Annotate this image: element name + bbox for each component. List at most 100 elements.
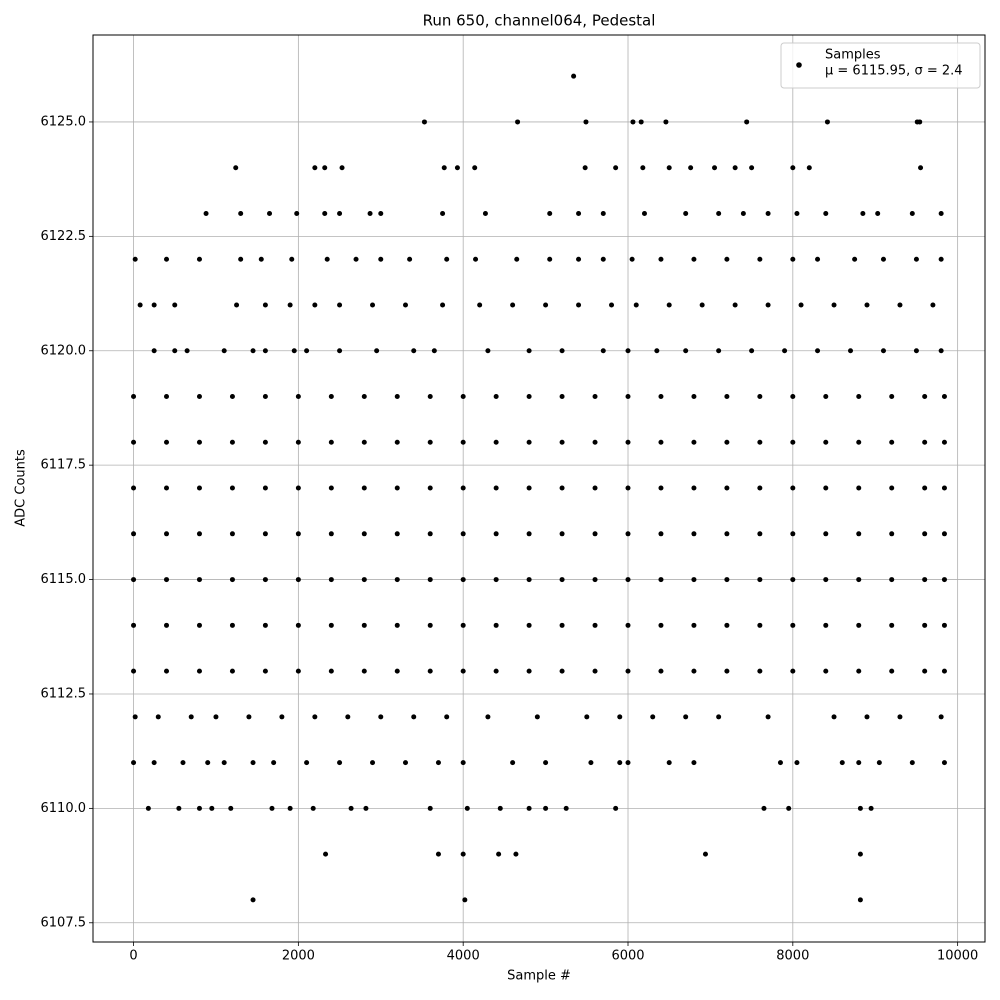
point — [658, 577, 664, 583]
point — [460, 439, 466, 445]
point — [638, 119, 644, 125]
point — [145, 805, 151, 811]
point — [233, 165, 239, 171]
point — [857, 897, 863, 903]
point — [131, 760, 137, 766]
point — [765, 210, 771, 216]
point — [526, 805, 532, 811]
point — [131, 531, 137, 537]
point — [496, 851, 502, 857]
point — [860, 210, 866, 216]
point — [609, 302, 615, 308]
point — [526, 668, 532, 674]
point — [765, 302, 771, 308]
point — [909, 210, 915, 216]
point — [394, 577, 400, 583]
point — [691, 256, 697, 262]
x-tick-label: 4000 — [447, 949, 480, 964]
point — [295, 394, 301, 400]
point — [856, 577, 862, 583]
point — [856, 394, 862, 400]
point — [229, 577, 235, 583]
point — [132, 714, 138, 720]
point — [460, 668, 466, 674]
point — [339, 165, 345, 171]
point — [576, 210, 582, 216]
point — [262, 439, 268, 445]
point — [322, 165, 328, 171]
point — [798, 302, 804, 308]
point — [262, 302, 268, 308]
point — [666, 760, 672, 766]
point — [196, 256, 202, 262]
point — [559, 622, 565, 628]
point — [864, 714, 870, 720]
point — [930, 302, 936, 308]
point — [485, 348, 491, 354]
point — [196, 394, 202, 400]
legend-label: Samples — [825, 48, 881, 63]
point — [361, 622, 367, 628]
point — [724, 622, 730, 628]
point — [328, 485, 334, 491]
point — [411, 714, 417, 720]
point — [250, 760, 256, 766]
point — [880, 256, 886, 262]
point — [790, 256, 796, 262]
point — [857, 851, 863, 857]
point — [196, 622, 202, 628]
point — [164, 531, 170, 537]
point — [938, 256, 944, 262]
point — [876, 760, 882, 766]
point — [856, 485, 862, 491]
point — [427, 394, 433, 400]
point — [328, 439, 334, 445]
point — [716, 210, 722, 216]
point — [786, 805, 792, 811]
point — [625, 439, 631, 445]
point — [229, 485, 235, 491]
y-tick-label: 6125.0 — [41, 114, 87, 129]
point — [378, 714, 384, 720]
point — [790, 531, 796, 537]
point — [262, 531, 268, 537]
point — [460, 851, 466, 857]
point — [571, 73, 577, 79]
point — [221, 760, 227, 766]
point — [337, 302, 343, 308]
point — [493, 531, 499, 537]
point — [941, 531, 947, 537]
point — [394, 531, 400, 537]
point — [514, 256, 520, 262]
point — [289, 256, 295, 262]
point — [374, 348, 380, 354]
point — [196, 805, 202, 811]
point — [625, 622, 631, 628]
point — [824, 119, 830, 125]
point — [378, 256, 384, 262]
point — [617, 714, 623, 720]
point — [196, 439, 202, 445]
point — [151, 760, 157, 766]
point — [131, 439, 137, 445]
point — [691, 760, 697, 766]
y-tick-label: 6117.5 — [41, 458, 87, 473]
point — [287, 805, 293, 811]
point — [559, 394, 565, 400]
point — [180, 760, 186, 766]
point — [164, 485, 170, 491]
point — [209, 805, 215, 811]
point — [295, 668, 301, 674]
point — [444, 256, 450, 262]
point — [724, 439, 730, 445]
point — [922, 622, 928, 628]
point — [184, 348, 190, 354]
point — [543, 302, 549, 308]
point — [361, 531, 367, 537]
point — [613, 165, 619, 171]
point — [246, 714, 252, 720]
x-tick-label: 0 — [129, 949, 137, 964]
point — [790, 485, 796, 491]
point — [526, 577, 532, 583]
